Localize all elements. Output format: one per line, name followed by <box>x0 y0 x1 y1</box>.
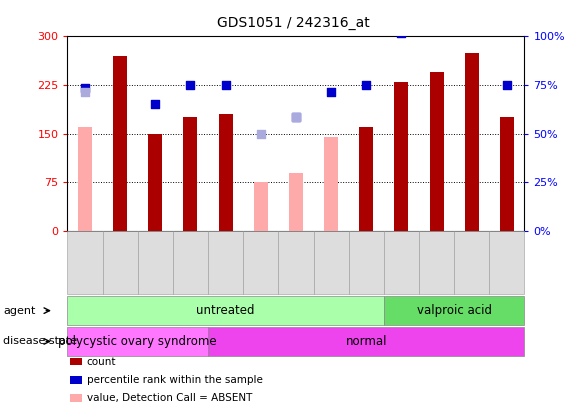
Point <box>256 130 265 137</box>
Bar <box>219 114 233 231</box>
Bar <box>394 82 408 231</box>
Point <box>186 82 195 88</box>
Bar <box>289 173 303 231</box>
Bar <box>430 72 444 231</box>
Point <box>80 88 90 95</box>
Text: disease state: disease state <box>3 337 77 346</box>
Point <box>151 101 160 108</box>
Bar <box>359 127 373 231</box>
Bar <box>183 117 197 231</box>
Point <box>502 82 512 88</box>
Point <box>291 114 301 121</box>
Text: untreated: untreated <box>196 304 255 317</box>
Bar <box>254 182 268 231</box>
Text: GDS1051 / 242316_at: GDS1051 / 242316_at <box>217 16 369 30</box>
Point <box>221 82 230 88</box>
Bar <box>148 134 162 231</box>
Text: value, Detection Call = ABSENT: value, Detection Call = ABSENT <box>87 393 252 403</box>
Point <box>80 85 90 92</box>
Bar <box>465 53 479 231</box>
Point <box>397 30 406 36</box>
Text: percentile rank within the sample: percentile rank within the sample <box>87 375 263 385</box>
Text: valproic acid: valproic acid <box>417 304 492 317</box>
Bar <box>324 137 338 231</box>
Point <box>362 82 371 88</box>
Point <box>115 27 125 33</box>
Point <box>432 27 441 33</box>
Point <box>326 88 336 95</box>
Text: agent: agent <box>3 306 35 315</box>
Text: normal: normal <box>346 335 387 348</box>
Point <box>291 114 301 121</box>
Bar <box>78 127 92 231</box>
Text: polycystic ovary syndrome: polycystic ovary syndrome <box>59 335 217 348</box>
Bar <box>113 56 127 231</box>
Text: count: count <box>87 357 116 367</box>
Bar <box>500 117 514 231</box>
